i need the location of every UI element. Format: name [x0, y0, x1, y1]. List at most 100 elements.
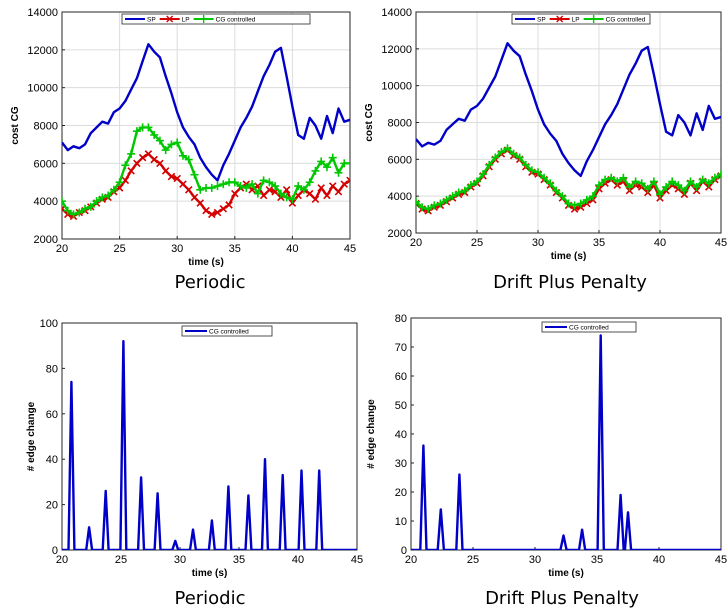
legend-marker — [166, 15, 174, 23]
legend-label: CG controlled — [216, 17, 256, 24]
data-point-cg-controlled — [346, 159, 350, 168]
data-point-cg-controlled — [167, 140, 176, 149]
data-point-cg-controlled — [448, 192, 457, 201]
marker-stroke — [346, 179, 350, 185]
x-axis-label: time (s) — [551, 251, 587, 262]
x-tick-label: 30 — [529, 554, 541, 566]
y-tick-label: 12000 — [381, 44, 412, 56]
data-point-cg-controlled — [710, 173, 719, 182]
marker-stroke — [173, 174, 181, 183]
plot-data — [62, 43, 350, 221]
marker-stroke — [156, 159, 164, 168]
data-point-lp — [179, 180, 187, 188]
marker-stroke — [231, 189, 239, 198]
x-tick-label: 20 — [56, 243, 68, 255]
x-tick-label: 20 — [410, 237, 422, 249]
data-point-cg-controlled — [668, 177, 677, 186]
data-point-cg-controlled — [299, 185, 308, 194]
data-point-cg-controlled — [271, 182, 280, 191]
y-tick-label: 70 — [395, 342, 407, 354]
data-point-cg-controlled — [625, 182, 634, 191]
data-point-cg-controlled — [178, 151, 187, 160]
y-tick-label: 10000 — [27, 83, 58, 95]
data-point-cg-controlled — [698, 175, 707, 184]
x-tick-label: 35 — [593, 237, 605, 249]
plot-data — [411, 334, 721, 550]
data-point-cg-controlled — [588, 192, 597, 201]
data-point-lp — [173, 174, 181, 183]
plot-data — [62, 340, 357, 550]
data-point-lp — [138, 153, 147, 162]
data-point-lp — [231, 189, 239, 198]
data-point-cg-controlled — [430, 201, 439, 210]
y-tick-label: 12000 — [27, 45, 58, 57]
y-tick-label: 4000 — [388, 191, 412, 203]
data-point-lp — [346, 176, 350, 185]
data-point-lp — [340, 180, 349, 188]
data-point-cg-controlled — [656, 190, 664, 199]
chart-svg: 20 25 30 35 40 45 2000 4000 6000 8000 10000 12000 14… — [10, 7, 356, 268]
series-line-cg-controlled — [62, 340, 357, 550]
legend-label: SP — [537, 17, 546, 24]
x-tick-label: 40 — [654, 237, 666, 249]
legend-box — [541, 321, 637, 333]
y-tick-label: 60 — [395, 371, 407, 383]
data-point-lp — [161, 167, 170, 175]
y-tick-label: 80 — [395, 313, 407, 325]
x-tick-label: 30 — [171, 243, 183, 255]
data-point-lp — [184, 186, 193, 194]
chart-dpp-cost: 20 25 30 35 40 45 2000 4000 6000 8000 10000 12000 14… — [364, 0, 728, 300]
data-point-cg-controlled — [98, 193, 107, 202]
data-point-cg-controlled — [253, 189, 262, 198]
marker-stroke — [207, 210, 216, 219]
data-point-cg-controlled — [546, 179, 555, 188]
legend-label: LP — [572, 17, 580, 24]
data-point-cg-controlled — [564, 199, 573, 208]
x-tick-label: 40 — [653, 554, 665, 566]
data-point-lp — [265, 186, 274, 194]
chart-periodic-edges: 20 25 30 35 40 45 0 20 40 60 80 100 time (s) # edge c… — [0, 306, 364, 613]
data-point-cg-controlled — [213, 182, 222, 191]
marker-stroke — [311, 195, 320, 204]
y-tick-label: 6000 — [388, 154, 412, 166]
data-point-lp — [133, 159, 141, 168]
data-point-cg-controlled — [311, 166, 320, 175]
data-point-cg-controlled — [436, 199, 445, 208]
data-point-cg-controlled — [552, 186, 561, 195]
data-point-cg-controlled — [190, 170, 199, 179]
marker-stroke — [334, 187, 343, 196]
y-tick-label: 40 — [395, 429, 407, 441]
data-point-cg-controlled — [460, 186, 469, 195]
x-tick-label: 35 — [233, 554, 245, 566]
x-tick-label: 25 — [115, 554, 127, 566]
data-point-cg-controlled — [454, 188, 463, 197]
marker-stroke — [225, 201, 233, 209]
marker-stroke — [282, 186, 291, 194]
data-point-cg-controlled — [595, 181, 603, 190]
x-tick-label: 45 — [351, 554, 363, 566]
legend-box — [181, 325, 273, 337]
data-point-cg-controlled — [305, 178, 314, 187]
data-point-cg-controlled — [643, 184, 652, 193]
chart-caption: Drift Plus Penalty — [493, 272, 647, 293]
data-point-cg-controlled — [442, 195, 451, 204]
x-axis-label: time (s) — [188, 257, 224, 268]
y-tick-label: 2000 — [34, 234, 58, 246]
marker-stroke — [127, 167, 135, 175]
data-point-lp — [202, 206, 210, 215]
x-axis-label: time (s) — [192, 568, 228, 579]
data-point-cg-controlled — [582, 195, 591, 204]
data-point-cg-controlled — [509, 149, 518, 158]
chart-caption: Periodic — [174, 272, 246, 293]
data-point-cg-controlled — [491, 153, 500, 162]
marker-stroke — [340, 180, 349, 188]
y-axis-label: cost CG — [10, 106, 21, 145]
data-point-lp — [311, 195, 320, 204]
series-line-sp — [62, 43, 350, 182]
data-point-lp — [219, 204, 228, 213]
data-point-cg-controlled — [161, 146, 170, 155]
legend: CG controlled — [541, 321, 637, 333]
legend-label: CG controlled — [569, 325, 609, 332]
plot-background — [62, 323, 357, 550]
